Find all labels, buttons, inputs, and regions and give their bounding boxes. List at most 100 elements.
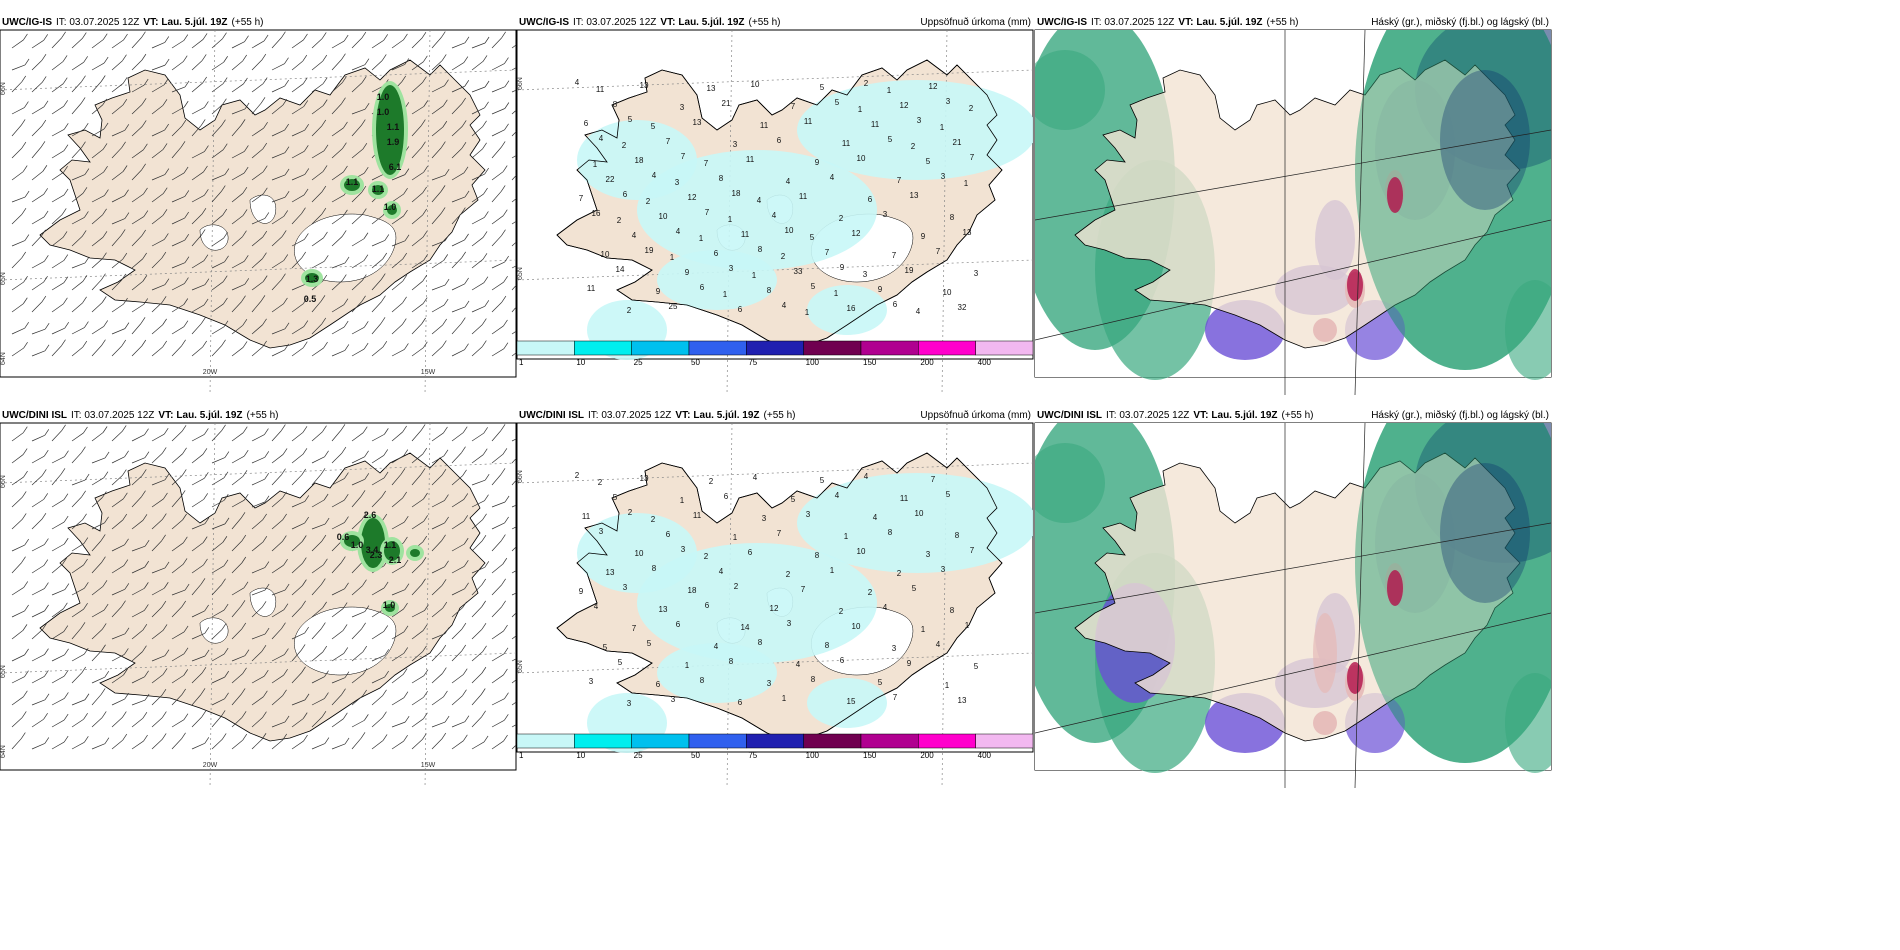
legend-tick: 25 (634, 751, 643, 760)
wind-barb-flag (161, 296, 167, 303)
wind-barb (171, 262, 186, 269)
wind-barb-flag (501, 31, 506, 39)
wind-barb-flag (361, 513, 367, 520)
wind-barb-flag (441, 54, 447, 61)
wind-barb-flag (480, 688, 486, 695)
wind-barb-flag (142, 712, 148, 719)
precip-amount-label: 2 (709, 477, 714, 486)
precip-amount-label: 3 (762, 514, 767, 523)
wind-barb-flag (200, 229, 206, 236)
wind-barb-flag (101, 644, 106, 651)
wind-barb (351, 37, 363, 49)
panel-title: UWC/DINI ISL IT: 03.07.2025 12Z VT: Lau. 5.… (519, 410, 796, 421)
wind-barb-flag (421, 557, 427, 564)
wind-barb-flag (482, 513, 487, 520)
wind-barb (211, 125, 222, 137)
precip-amount-label: 8 (950, 213, 955, 222)
wind-barb (91, 629, 103, 640)
wind-barb (271, 519, 283, 530)
wind-barb (331, 588, 345, 596)
wind-barb-flag (302, 54, 308, 62)
wind-barb-flag (181, 688, 186, 696)
wind-barb-flag (182, 558, 188, 565)
graticule-line (0, 69, 516, 91)
precip-amount-label: 9 (878, 285, 883, 294)
wind-barb-flag (461, 644, 467, 652)
wind-barb (291, 39, 304, 49)
wind-barb-flag (184, 211, 189, 219)
wind-barb-flag (462, 426, 468, 433)
wind-barb (11, 39, 24, 49)
wind-barb (231, 432, 244, 442)
wind-barb-flag (421, 31, 427, 39)
wind-barb (391, 302, 403, 313)
wind-barb (251, 519, 263, 530)
wind-barb (31, 216, 45, 225)
precip-amount-label: 4 (873, 513, 878, 522)
wind-barb-flag (64, 583, 70, 590)
wind-barb-flag (443, 298, 449, 306)
wind-barb (331, 743, 346, 750)
wind-barb-flag (103, 56, 109, 64)
wind-barb (31, 194, 44, 203)
wind-barb-flag (404, 583, 410, 590)
wind-barb (171, 589, 186, 596)
wind-barb (351, 280, 363, 291)
precip-amount-label: 19 (905, 266, 914, 275)
wind-barb (171, 106, 185, 115)
wind-barb (151, 540, 162, 552)
wind-barb (351, 720, 365, 728)
wind-barb (111, 698, 125, 706)
wind-barb-flag (141, 229, 146, 237)
wind-barb (31, 475, 43, 486)
wind-barb-flag (403, 449, 409, 456)
wind-barb-flag (223, 647, 229, 655)
wind-barb-flag (21, 491, 27, 498)
wind-barb (431, 607, 444, 618)
wind-barb-flag (62, 77, 68, 84)
wind-barb (491, 698, 505, 706)
wind-barb-flag (403, 516, 409, 523)
wind-barb (371, 323, 382, 335)
wind-barb (211, 609, 225, 618)
wind-barb (271, 474, 282, 486)
graticule-line (517, 259, 1033, 281)
precip-amount-label: 1 (964, 179, 969, 188)
wind-barb-flag (441, 732, 447, 740)
wind-barb (71, 236, 83, 247)
precip-amount-label: 1.9 (387, 137, 400, 147)
wind-barb (311, 651, 323, 662)
wind-barb-flag (381, 490, 386, 498)
wind-barb-flag (360, 490, 366, 497)
wind-barb-flag (202, 33, 208, 40)
wind-barb (311, 347, 324, 357)
precip-amount-label: 2 (617, 216, 622, 225)
wind-barb-flag (164, 649, 170, 656)
wind-barb (231, 739, 244, 750)
legend-swatch (918, 733, 976, 749)
wind-barb-flag (263, 690, 268, 697)
wind-barb-flag (221, 339, 226, 346)
wind-barb-flag (344, 344, 350, 351)
wind-barb-flag (201, 666, 207, 674)
wind-barb (11, 476, 24, 486)
wind-barb-flag (302, 579, 307, 586)
wind-barb-flag (220, 710, 226, 717)
wind-barb-flag (404, 58, 410, 65)
precip-amount-label: 6 (705, 601, 710, 610)
wind-barb-flag (23, 33, 28, 41)
wind-barb-flag (502, 557, 508, 565)
precip-amount-label: 4 (719, 567, 724, 576)
wind-barb-flag (403, 691, 409, 698)
precip-amount-label: 4 (714, 642, 719, 651)
wind-barb (511, 612, 516, 618)
wind-barb-flag (401, 75, 407, 83)
wind-barb-flag (223, 56, 228, 63)
wind-barb-flag (323, 144, 329, 152)
wind-barb-flag (303, 341, 308, 348)
wind-barb-flag (343, 320, 349, 328)
wind-barb (171, 326, 185, 335)
wind-barb (191, 716, 203, 728)
wind-barb-flag (21, 711, 27, 718)
wind-barb-flag (240, 688, 246, 695)
